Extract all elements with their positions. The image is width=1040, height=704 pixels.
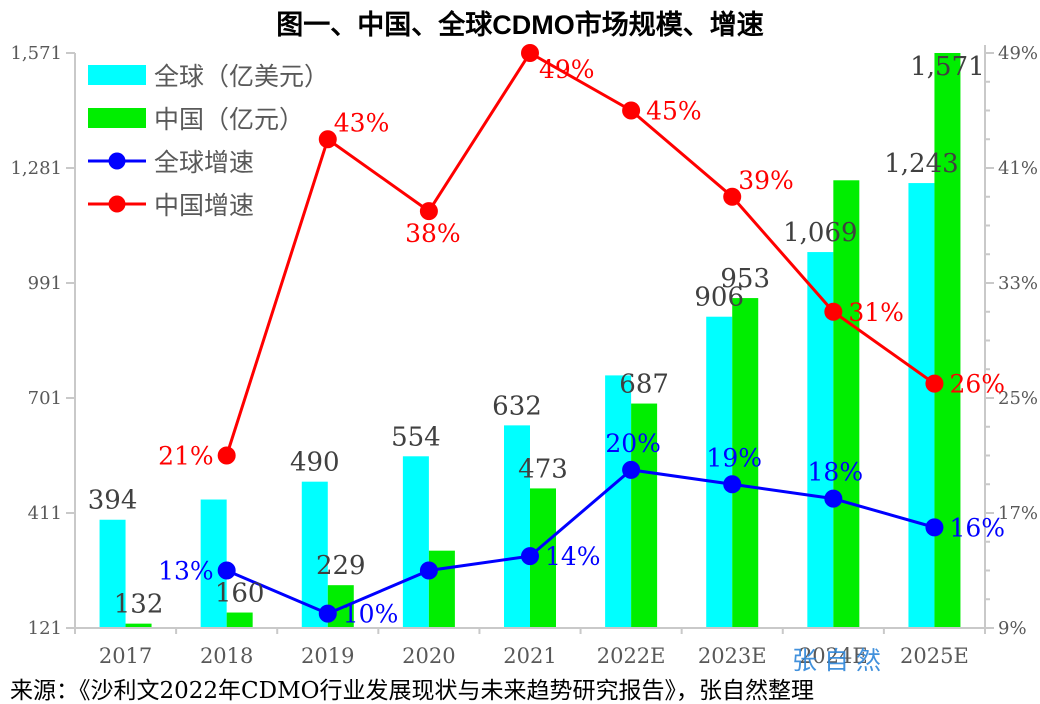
value-label-china-2025E: 1,571 <box>910 52 984 82</box>
x-axis-label: 2017 <box>99 644 152 668</box>
bar-china-2022E <box>631 403 658 628</box>
right-tick-label: 9% <box>998 618 1027 639</box>
x-axis-label: 2021 <box>503 644 556 668</box>
dot-china-2022E <box>622 101 641 120</box>
bar-china-2020 <box>428 550 455 628</box>
bar-global-2021 <box>504 425 530 628</box>
legend-bar-swatch <box>88 108 146 128</box>
left-tick-label: 1,281 <box>10 158 62 179</box>
value-label-global-2017: 394 <box>88 486 138 516</box>
bar-global-2017 <box>99 519 126 628</box>
growth-label-2020: 38% <box>405 219 461 248</box>
line-china-growth <box>225 50 936 456</box>
value-label-china-2018: 160 <box>215 579 265 609</box>
legend-label: 全球（亿美元） <box>154 62 330 91</box>
legend-item: 全球（亿美元） <box>88 58 329 92</box>
bar-china-2023E <box>732 298 759 628</box>
dot-global-2019 <box>318 604 337 623</box>
bar-china-2017 <box>125 623 152 628</box>
growth-label-2018: 21% <box>158 442 214 471</box>
growth-label-2019: 10% <box>343 600 399 629</box>
line-global-growth <box>226 468 935 616</box>
value-label-china-2019: 229 <box>316 551 366 581</box>
bar-china-2018 <box>226 612 253 628</box>
dot-china-2024E <box>824 302 843 321</box>
bar-global-2025E <box>908 183 935 628</box>
growth-label-2021: 14% <box>545 542 601 571</box>
x-axis-label: 2020 <box>402 644 455 668</box>
legend-bar-swatch <box>88 65 146 85</box>
legend-line-swatch <box>88 152 146 170</box>
left-tick-label: 701 <box>28 388 62 409</box>
x-axis-label: 2024E <box>799 644 868 668</box>
value-label-global-2024E: 1,069 <box>783 218 857 248</box>
legend-item: 中国（亿元） <box>88 101 329 135</box>
value-label-global-2019: 490 <box>290 448 340 478</box>
dot-china-2021 <box>521 44 539 62</box>
legend-label: 中国增速 <box>154 191 255 220</box>
x-axis-label: 2019 <box>301 644 354 668</box>
legend-label: 全球增速 <box>154 148 255 177</box>
growth-label-2025E: 16% <box>949 513 1005 542</box>
left-tick-label: 1,571 <box>10 43 62 64</box>
x-axis-label: 2023E <box>698 644 767 668</box>
bar-global-2022E <box>605 375 632 628</box>
value-label-china-2022E: 687 <box>619 370 669 400</box>
right-tick-label: 33% <box>998 273 1038 294</box>
value-label-china-2021: 473 <box>518 454 568 484</box>
left-tick-label: 411 <box>28 503 62 524</box>
dot-global-2021 <box>521 547 539 566</box>
chart-title: 图一、中国、全球CDMO市场规模、增速 <box>276 10 764 40</box>
value-label-global-2020: 554 <box>391 422 441 452</box>
value-label-global-2023E: 906 <box>694 283 744 313</box>
dot-china-2019 <box>318 130 337 149</box>
legend-item: 全球增速 <box>88 144 329 178</box>
bar-china-2024E <box>833 180 860 629</box>
x-axis-label: 2022E <box>597 644 666 668</box>
growth-label-2019: 43% <box>334 108 390 137</box>
value-label-global-2021: 632 <box>492 391 542 421</box>
value-label-china-2023E: 953 <box>720 264 770 294</box>
growth-label-2021: 49% <box>539 55 595 84</box>
right-tick-label: 17% <box>998 503 1038 524</box>
legend-line-swatch <box>88 195 146 213</box>
right-tick-label: 49% <box>998 43 1038 64</box>
bar-global-2023E <box>706 316 733 628</box>
source-text: 来源：《沙利文2022年CDMO行业发展现状与未来趋势研究报告》，张自然整理 <box>10 678 814 704</box>
dot-global-2025E <box>925 518 944 537</box>
left-tick-label: 991 <box>28 273 62 294</box>
growth-label-2022E: 45% <box>646 97 702 126</box>
left-tick-label: 121 <box>28 618 62 639</box>
dot-china-2025E <box>925 374 944 393</box>
value-label-china-2017: 132 <box>114 590 164 620</box>
value-label-global-2025E: 1,243 <box>884 149 958 179</box>
dot-global-2018 <box>217 561 236 580</box>
growth-label-2018: 13% <box>158 557 214 586</box>
legend-item: 中国增速 <box>88 187 329 221</box>
dot-china-2023E <box>723 187 742 206</box>
watermark-text: 张自然 <box>792 646 889 675</box>
legend-label: 中国（亿元） <box>154 105 305 134</box>
right-tick-label: 25% <box>998 388 1038 409</box>
growth-label-2024E: 31% <box>848 298 904 327</box>
dot-global-2024E <box>824 489 843 508</box>
dot-global-2020 <box>419 561 438 580</box>
growth-label-2022E: 20% <box>605 429 661 458</box>
x-axis-label: 2018 <box>200 644 253 668</box>
right-tick-label: 41% <box>998 158 1038 179</box>
growth-label-2025E: 26% <box>949 370 1005 399</box>
dot-global-2022E <box>622 460 641 479</box>
growth-label-2024E: 18% <box>808 458 864 487</box>
growth-label-2023E: 19% <box>706 443 762 472</box>
dot-china-2020 <box>419 202 438 221</box>
dot-china-2018 <box>217 446 236 465</box>
growth-label-2023E: 39% <box>738 166 794 195</box>
x-axis-label: 2025E <box>900 644 969 668</box>
dot-global-2023E <box>723 475 742 494</box>
chart-legend: 全球（亿美元） 中国（亿元） 全球增速中国增速 <box>88 58 329 221</box>
bar-global-2020 <box>402 456 429 628</box>
